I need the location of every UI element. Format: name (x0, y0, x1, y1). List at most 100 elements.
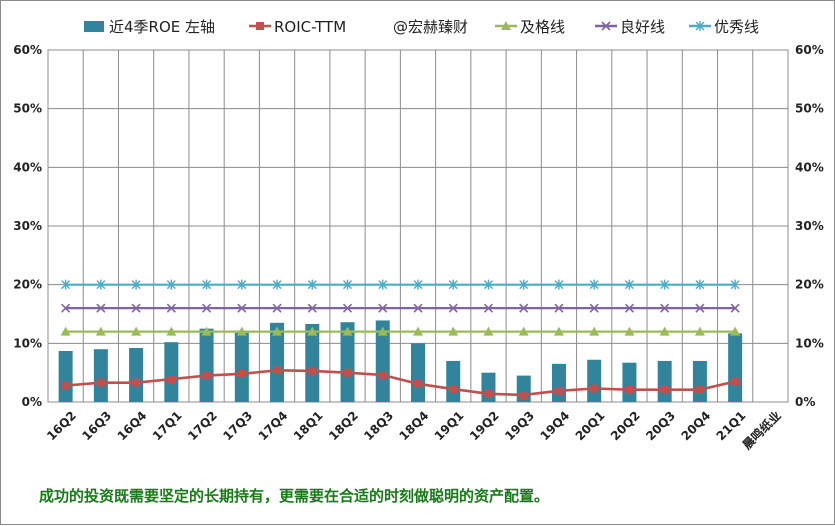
y-tick-label-left: 20% (13, 278, 42, 292)
series-point-star (378, 279, 388, 290)
y-tick-label-left: 60% (13, 43, 42, 57)
x-tick-label: 20Q1 (573, 408, 608, 443)
series-point-square (695, 385, 704, 394)
series-point-star (237, 279, 247, 290)
y-tick-label-left: 30% (13, 219, 42, 233)
series-point-triangle (272, 326, 283, 336)
series-point-triangle (60, 326, 71, 336)
roe-bar (728, 333, 743, 402)
series-point-x (61, 303, 71, 313)
series-point-triangle (694, 326, 705, 336)
x-tick-label: 17Q1 (150, 408, 185, 443)
series-point-square (167, 375, 176, 384)
series-point-x (307, 303, 317, 313)
legend-label: 优秀线 (714, 18, 759, 36)
roe-bar (305, 323, 320, 402)
roe-bar (270, 322, 285, 402)
series-point-triangle (518, 326, 529, 336)
series-point-square (308, 366, 317, 375)
legend-swatch-marker (695, 21, 705, 31)
series-point-x (554, 303, 564, 313)
legend-swatch-marker (501, 21, 511, 30)
roe-bar (129, 348, 144, 402)
y-tick-label-left: 50% (13, 102, 42, 116)
legend-label: 及格线 (520, 18, 565, 36)
y-tick-label-left: 10% (13, 336, 42, 350)
series-point-square (590, 384, 599, 393)
series-point-star (166, 279, 176, 290)
x-tick-label: 19Q1 (432, 408, 467, 443)
series-point-x (624, 303, 634, 313)
x-tick-label: 19Q3 (502, 408, 537, 443)
series-point-x (237, 303, 247, 313)
x-tick-label: 20Q3 (643, 408, 678, 443)
series-point-star (61, 279, 71, 290)
series-point-square (378, 371, 387, 380)
series-point-x (589, 303, 599, 313)
series-point-triangle (730, 326, 741, 336)
y-tick-label-right: 0% (795, 395, 815, 409)
x-tick-label: 20Q4 (678, 408, 713, 443)
series-point-star (483, 279, 493, 290)
roe-bar (692, 360, 707, 402)
series-point-triangle (342, 326, 353, 336)
series-point-square (660, 385, 669, 394)
roe-bar (551, 363, 566, 402)
series-point-x (519, 303, 529, 313)
roe-bar (657, 360, 672, 402)
series-point-star (413, 279, 423, 290)
x-tick-label: 18Q4 (397, 408, 432, 443)
series-point-triangle (448, 326, 459, 336)
series-point-square (343, 368, 352, 377)
y-tick-label-right: 20% (795, 278, 824, 292)
y-tick-label-right: 10% (795, 336, 824, 350)
series-point-star (307, 279, 317, 290)
x-tick-label: 16Q3 (79, 408, 114, 443)
series-point-square (414, 379, 422, 388)
series-point-square (202, 371, 211, 380)
series-point-triangle (201, 326, 212, 336)
x-tick-label: 18Q1 (291, 408, 326, 443)
series-point-triangle (95, 326, 106, 336)
legend-label: 良好线 (620, 18, 665, 36)
series-point-star (272, 279, 282, 290)
series-point-square (625, 385, 634, 394)
legend-watermark: @宏赫臻财 (393, 18, 468, 36)
legend-label: 近4季ROE 左轴 (109, 18, 215, 36)
series-point-star (660, 279, 670, 290)
roe-bar (587, 359, 602, 402)
series-point-star (343, 279, 353, 290)
series-point-square (449, 385, 458, 394)
roe-bar (199, 328, 214, 402)
series-point-square (237, 369, 246, 378)
series-point-square (484, 389, 493, 398)
x-tick-label: 16Q4 (115, 408, 150, 443)
x-tick-label: 19Q4 (537, 408, 572, 443)
roe-bar (446, 360, 461, 402)
y-tick-label-left: 0% (22, 395, 42, 409)
series-point-x (272, 303, 282, 313)
series-point-triangle (589, 326, 600, 336)
series-point-triangle (377, 326, 388, 336)
series-point-x (202, 303, 212, 313)
series-point-star (202, 279, 212, 290)
roe-bar (234, 332, 249, 402)
series-point-star (695, 279, 705, 290)
series-point-square (554, 386, 563, 395)
roe-bar (340, 322, 355, 402)
series-point-x (695, 303, 705, 313)
series-point-square (61, 381, 70, 390)
series-point-x (96, 303, 106, 313)
series-point-triangle (131, 326, 142, 336)
series-point-triangle (553, 326, 564, 336)
x-tick-label: 17Q3 (220, 408, 255, 443)
series-point-x (131, 303, 141, 313)
legend-label: ROIC-TTM (274, 18, 346, 36)
series-point-x (448, 303, 458, 313)
y-tick-label-left: 40% (13, 160, 42, 174)
series-point-square (731, 377, 740, 386)
roe-bar (164, 342, 179, 402)
x-tick-label: 晨鸣纸业 (739, 408, 784, 453)
series-point-star (448, 279, 458, 290)
roe-bar (375, 320, 390, 402)
